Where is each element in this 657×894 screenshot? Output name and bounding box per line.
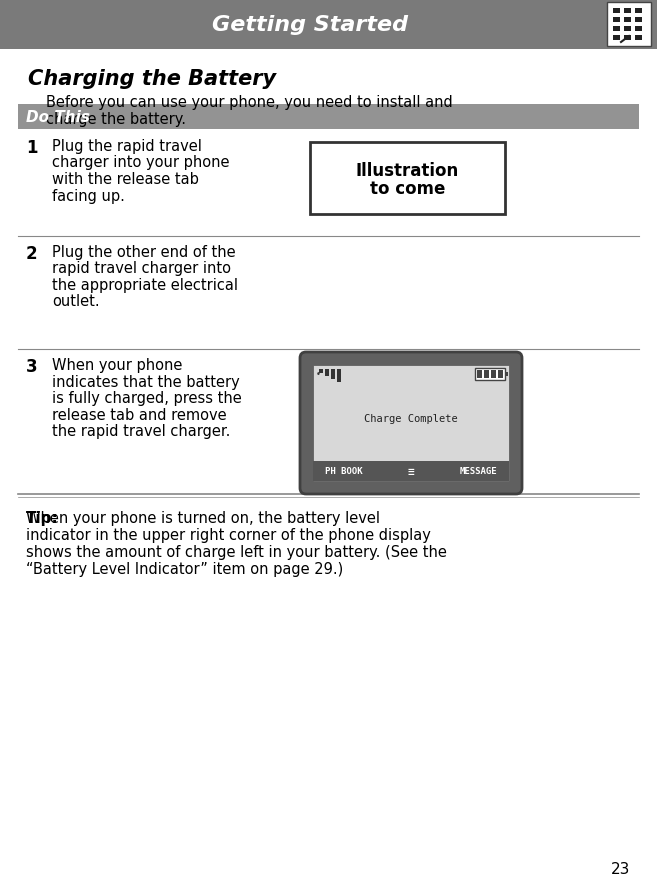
Bar (337, 369, 341, 383)
Text: the appropriate electrical: the appropriate electrical (52, 278, 238, 292)
Bar (624, 27, 631, 32)
Bar (635, 36, 642, 41)
Text: ≡: ≡ (407, 467, 415, 477)
Bar (613, 27, 620, 32)
Text: MESSAGE: MESSAGE (459, 467, 497, 476)
Text: 2: 2 (26, 245, 37, 263)
Bar (475, 368, 505, 381)
Text: Illustration: Illustration (356, 162, 459, 180)
Text: •: • (316, 369, 321, 378)
Text: “Battery Level Indicator” item on page 29.): “Battery Level Indicator” item on page 2… (26, 561, 343, 577)
Text: is fully charged, press the: is fully charged, press the (52, 391, 242, 406)
Bar (313, 366, 509, 482)
Bar (477, 371, 482, 378)
Text: Tip:: Tip: (26, 510, 58, 526)
Text: Before you can use your phone, you need to install and: Before you can use your phone, you need … (46, 95, 453, 110)
Text: PH BOOK: PH BOOK (325, 467, 363, 476)
Bar (624, 36, 631, 41)
Bar (607, 3, 651, 47)
Bar (613, 36, 620, 41)
Bar (624, 9, 631, 14)
Bar (331, 369, 335, 380)
Bar (310, 143, 505, 215)
Bar (635, 18, 642, 23)
Text: 3: 3 (26, 358, 37, 375)
Bar (484, 371, 489, 378)
Bar (325, 369, 329, 376)
Text: When your phone is turned on, the battery level: When your phone is turned on, the batter… (26, 510, 380, 526)
Bar (635, 27, 642, 32)
Text: rapid travel charger into: rapid travel charger into (52, 261, 231, 276)
Text: Charge Complete: Charge Complete (364, 414, 458, 424)
Bar (319, 369, 323, 374)
Bar (613, 18, 620, 23)
Text: Getting Started: Getting Started (212, 15, 408, 35)
Text: indicates that the battery: indicates that the battery (52, 374, 240, 389)
Bar (498, 371, 503, 378)
Text: When your phone: When your phone (52, 358, 183, 373)
Bar (313, 461, 509, 482)
Text: release tab and remove: release tab and remove (52, 407, 227, 422)
Text: with the release tab: with the release tab (52, 172, 199, 187)
Text: Plug the other end of the: Plug the other end of the (52, 245, 236, 260)
Text: indicator in the upper right corner of the phone display: indicator in the upper right corner of t… (26, 527, 431, 543)
Bar (0, 0, 657, 50)
Text: Charging the Battery: Charging the Battery (28, 69, 276, 89)
Bar (491, 371, 496, 378)
Text: 1: 1 (26, 139, 37, 156)
Bar (505, 373, 508, 376)
Text: 23: 23 (610, 861, 630, 876)
Text: charger into your phone: charger into your phone (52, 156, 229, 171)
Text: Do This: Do This (26, 110, 90, 125)
Text: to come: to come (370, 180, 445, 198)
Text: Plug the rapid travel: Plug the rapid travel (52, 139, 202, 154)
Text: charge the battery.: charge the battery. (46, 112, 186, 127)
Bar (18, 105, 639, 130)
Text: outlet.: outlet. (52, 294, 100, 309)
Bar (613, 9, 620, 14)
Text: shows the amount of charge left in your battery. (See the: shows the amount of charge left in your … (26, 544, 447, 560)
Text: facing up.: facing up. (52, 189, 125, 203)
Bar (624, 18, 631, 23)
Bar (635, 9, 642, 14)
FancyBboxPatch shape (300, 352, 522, 494)
Text: the rapid travel charger.: the rapid travel charger. (52, 424, 231, 439)
